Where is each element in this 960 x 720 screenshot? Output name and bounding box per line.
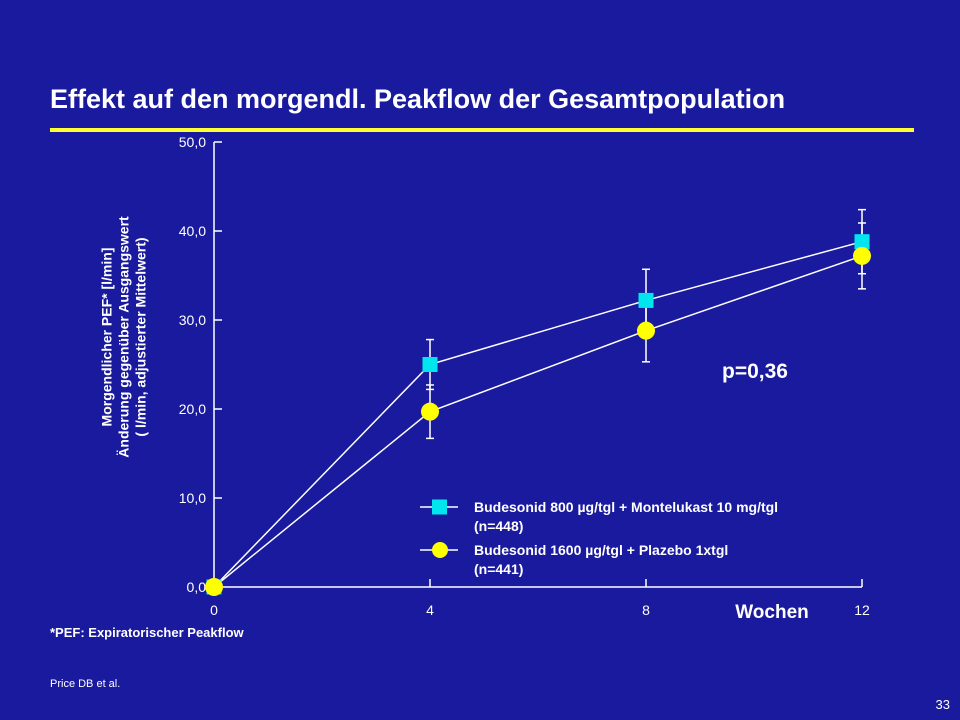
data-point-circle bbox=[853, 246, 871, 265]
y-tick-label: 40,0 bbox=[179, 223, 206, 239]
data-point-circle bbox=[421, 402, 439, 421]
series-line-1 bbox=[213, 240, 863, 588]
legend-marker-square bbox=[432, 499, 447, 515]
x-axis-label: Wochen bbox=[735, 602, 809, 623]
y-tick-label: 30,0 bbox=[179, 312, 206, 328]
data-point-circle bbox=[637, 321, 655, 340]
source-citation: Price DB et al. bbox=[50, 678, 121, 690]
legend-label-2: Budesonid 1600 µg/tgl + Plazebo 1xtgl bbox=[474, 542, 728, 558]
legend-n-label-1: (n=448) bbox=[474, 518, 523, 534]
y-tick-label: 20,0 bbox=[179, 401, 206, 417]
data-point-square bbox=[854, 234, 870, 250]
x-tick-label: 8 bbox=[642, 602, 650, 618]
y-tick-label: 0,0 bbox=[187, 579, 207, 595]
data-point-square bbox=[638, 292, 654, 308]
x-tick-label: 0 bbox=[210, 602, 218, 618]
title-underline bbox=[50, 128, 914, 132]
legend-label-1: Budesonid 800 µg/tgl + Montelukast 10 mg… bbox=[474, 499, 778, 515]
page-number: 33 bbox=[935, 697, 950, 712]
x-tick-label: 12 bbox=[854, 602, 870, 618]
slide-title: Effekt auf den morgendl. Peakflow der Ge… bbox=[50, 84, 786, 114]
p-value-annotation: p=0,36 bbox=[722, 360, 788, 383]
data-point-circle bbox=[205, 578, 223, 596]
footnote: *PEF: Expiratorischer Peakflow bbox=[50, 625, 244, 640]
legend-n-label-2: (n=441) bbox=[474, 561, 523, 577]
series-line-2 bbox=[213, 255, 863, 588]
y-tick-label: 10,0 bbox=[179, 490, 206, 506]
x-tick-label: 4 bbox=[426, 602, 434, 618]
y-tick-label: 50,0 bbox=[179, 134, 206, 150]
data-point-square bbox=[422, 357, 438, 372]
legend-marker-circle bbox=[432, 542, 448, 558]
